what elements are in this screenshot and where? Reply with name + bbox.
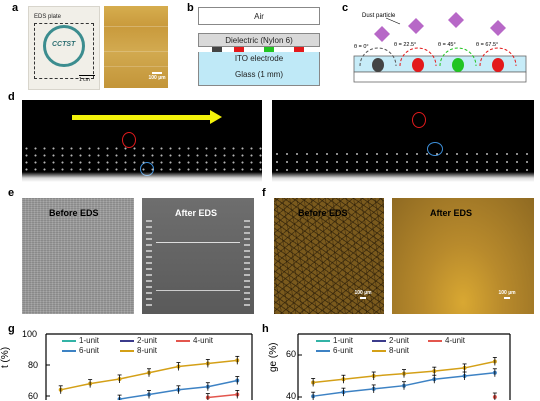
panel-label-a: a (12, 2, 19, 14)
motion-arrow-shaft (72, 115, 212, 120)
surface-edge (272, 172, 534, 182)
surface-after-eds-e: After EDS (142, 198, 254, 314)
panel-label-f: f (262, 187, 266, 199)
scale-bar-100um: 100 µm (494, 290, 520, 300)
field-arc (439, 47, 477, 67)
particle-image-before (22, 100, 262, 182)
air-layer: Air (198, 7, 320, 25)
scale-label-1cm: 1 cm (79, 77, 90, 83)
legend-item: 6-unit (62, 346, 99, 355)
eds-plate-label: EDS plate (34, 14, 62, 20)
electrode-dark (212, 47, 222, 52)
surface-before-eds-f: Before EDS 100 µm (274, 198, 384, 314)
before-eds-title: Before EDS (49, 208, 99, 218)
panel-label-e: e (8, 187, 15, 199)
surface-before-eds-e: Before EDS (22, 198, 134, 314)
angle-label: θ = 45° (438, 42, 456, 48)
particle-spray (272, 150, 534, 175)
base (353, 71, 527, 83)
angle-label: θ = 67.5° (476, 42, 498, 48)
after-eds-title: After EDS (430, 208, 473, 218)
dust-label: Dust particle (362, 13, 396, 19)
field-arc (359, 47, 397, 67)
micrograph-a: 100 µm (104, 6, 168, 88)
glass-layer: Glass (1 mm) (198, 64, 320, 86)
logo-text: CCTST (52, 41, 76, 48)
electrode-comb-left (146, 220, 152, 310)
dust-particle (490, 20, 506, 36)
surface-edge (22, 172, 262, 182)
panel-label-c: c (342, 2, 349, 14)
electrode-red (294, 47, 304, 52)
y-tick-label: 60 (28, 391, 39, 401)
angle-label: θ = 0° (354, 44, 369, 50)
dust-particle (374, 26, 390, 42)
electrode-dot (372, 58, 384, 72)
series-line-4-unit (207, 393, 238, 399)
panel-label-h: h (262, 323, 269, 335)
scale-bar-100um: 100 µm (148, 72, 166, 81)
grid-line (104, 66, 168, 67)
pointer-line (385, 17, 401, 25)
y-tick-label: 80 (28, 360, 39, 370)
electrode-dot (412, 58, 424, 72)
ito-layer: ITO electrode (198, 52, 320, 64)
legend-item: 6-unit (316, 346, 353, 355)
before-eds-title: Before EDS (298, 208, 348, 218)
dust-particle (408, 18, 424, 34)
y-tick-label: 60 (286, 349, 297, 359)
electrode-comb-right (244, 220, 250, 310)
panel-label-b: b (187, 2, 194, 14)
panel-label-d: d (8, 91, 15, 103)
electrode-dot (452, 58, 464, 72)
particle-image-after (272, 100, 534, 182)
grid-line (104, 51, 168, 52)
field-arc (399, 47, 437, 67)
phase-diagram: Dust particle θ = 0° θ = 22.5° θ = 45° θ… (353, 12, 527, 83)
after-eds-title: After EDS (175, 208, 218, 218)
y-axis-label-h: ge (%) (268, 342, 279, 372)
legend-item: 4-unit (428, 336, 465, 345)
electrode-green (264, 47, 274, 52)
legend-item: 2-unit (372, 336, 409, 345)
legend-item: 1-unit (316, 336, 353, 345)
legend-item: 4-unit (176, 336, 213, 345)
motion-arrow-head (210, 110, 222, 124)
dielectric-layer: Dielectric (Nylon 6) (198, 33, 320, 47)
electrode-red (234, 47, 244, 52)
field-arc (479, 47, 517, 67)
trace-line (156, 290, 240, 291)
highlight-circle-red (412, 112, 426, 128)
eds-plate-outline (34, 23, 94, 79)
particle-spray (22, 145, 262, 175)
scale-bar-1cm (79, 75, 95, 76)
legend-item: 8-unit (372, 346, 409, 355)
legend-item: 1-unit (62, 336, 99, 345)
panel-label-g: g (8, 323, 15, 335)
layer-stack-diagram: Air Dielectric (Nylon 6) ITO electrode G… (198, 7, 320, 89)
y-tick-label: 100 (22, 329, 38, 339)
electrode-dot (492, 58, 504, 72)
eds-plate-photo: EDS plate CCTST 1 cm (28, 6, 100, 90)
scale-bar-100um: 100 µm (350, 290, 376, 300)
grid-line (104, 26, 168, 27)
angle-label: θ = 22.5° (394, 42, 416, 48)
surface-after-eds-f: After EDS 100 µm (392, 198, 534, 314)
dust-particle (448, 12, 464, 28)
trace-line (156, 242, 240, 243)
y-tick-label: 40 (286, 391, 297, 401)
legend-item: 8-unit (120, 346, 157, 355)
logo-seal (43, 25, 85, 67)
legend-item: 2-unit (120, 336, 157, 345)
